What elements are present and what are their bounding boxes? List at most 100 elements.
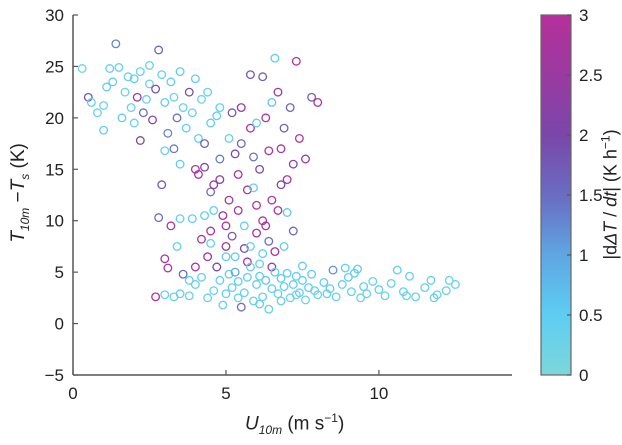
colorbar-tick-label: 0 [579, 366, 588, 385]
data-point [236, 103, 246, 113]
data-point [411, 292, 421, 302]
data-point [349, 268, 359, 278]
data-point [261, 275, 271, 285]
data-point [288, 280, 298, 289]
data-point [190, 280, 200, 289]
data-point [392, 265, 402, 275]
data-point [282, 208, 292, 217]
data-point [270, 267, 280, 277]
data-point [206, 226, 216, 236]
data-point [264, 146, 274, 156]
data-point [160, 254, 170, 264]
data-point [160, 146, 170, 156]
data-point [230, 252, 240, 262]
data-point [276, 296, 286, 306]
data-point [307, 269, 317, 279]
data-point [178, 269, 188, 279]
y-tick-label: 20 [45, 109, 64, 128]
data-point [267, 195, 277, 205]
data-point [190, 262, 200, 272]
data-point [224, 195, 234, 205]
data-point [190, 74, 200, 84]
data-point [291, 56, 301, 66]
data-point [313, 97, 323, 107]
data-point [166, 221, 176, 231]
data-point [245, 262, 255, 272]
data-point [374, 285, 384, 295]
x-tick-label: 5 [221, 384, 230, 403]
data-point [270, 247, 280, 257]
data-point [187, 108, 197, 118]
colorbar-tick-label: 1 [579, 246, 588, 265]
data-point [245, 70, 255, 80]
data-point [282, 175, 292, 185]
data-point [261, 113, 271, 123]
data-point [200, 211, 209, 221]
data-point [432, 290, 442, 300]
y-tick-label: 15 [45, 160, 64, 179]
data-point [307, 92, 317, 102]
colorbar-label: |dΔT / dt| (K h−1) [598, 129, 621, 260]
data-point [267, 97, 277, 107]
data-point [276, 273, 286, 283]
colorbar-tick-label: 0.5 [579, 306, 603, 325]
y-tick-label: 30 [45, 6, 64, 25]
data-point [129, 118, 139, 128]
data-point [206, 118, 216, 128]
data-point [203, 252, 213, 262]
y-tick-label: 0 [55, 315, 64, 334]
data-point [154, 45, 164, 55]
data-point [450, 280, 460, 289]
data-point [297, 275, 307, 285]
data-point [252, 280, 262, 289]
colorbar-gradient [540, 14, 572, 376]
data-point [264, 304, 274, 314]
x-tick-label: 0 [68, 384, 77, 403]
data-point [441, 286, 451, 296]
data-point [126, 103, 136, 113]
data-point [405, 271, 414, 281]
data-point [148, 115, 157, 125]
colorbar: 0 0.5 1 1.5 2 2.5 3 [540, 6, 603, 385]
data-point [294, 133, 304, 143]
data-point [291, 271, 301, 281]
data-point [221, 252, 231, 262]
data-point [420, 283, 430, 293]
data-point [184, 87, 194, 97]
data-point [175, 214, 185, 224]
data-point [141, 94, 151, 104]
data-point [209, 180, 219, 190]
data-point [160, 97, 170, 107]
data-point [221, 221, 231, 231]
data-point [105, 64, 115, 73]
data-point [236, 139, 246, 149]
data-point [279, 241, 289, 251]
data-point [230, 267, 240, 277]
data-point [249, 152, 258, 162]
data-point [227, 108, 237, 118]
data-point [331, 292, 341, 302]
data-point [301, 154, 310, 164]
data-point [175, 159, 185, 169]
data-point [132, 92, 142, 102]
data-point [184, 275, 194, 285]
data-point [236, 302, 246, 312]
data-point [120, 87, 130, 97]
y-tick-label: −5 [45, 366, 64, 385]
data-point [285, 103, 295, 113]
data-point [301, 295, 310, 305]
data-point [267, 284, 277, 294]
data-point [114, 63, 124, 72]
data-point [252, 200, 262, 210]
data-point [157, 70, 167, 80]
data-point [340, 263, 350, 273]
data-point [343, 272, 353, 282]
data-point [258, 216, 268, 226]
data-point [249, 183, 258, 193]
data-point [203, 87, 213, 97]
data-point [279, 123, 289, 133]
data-point [151, 292, 161, 302]
data-point [166, 77, 176, 87]
